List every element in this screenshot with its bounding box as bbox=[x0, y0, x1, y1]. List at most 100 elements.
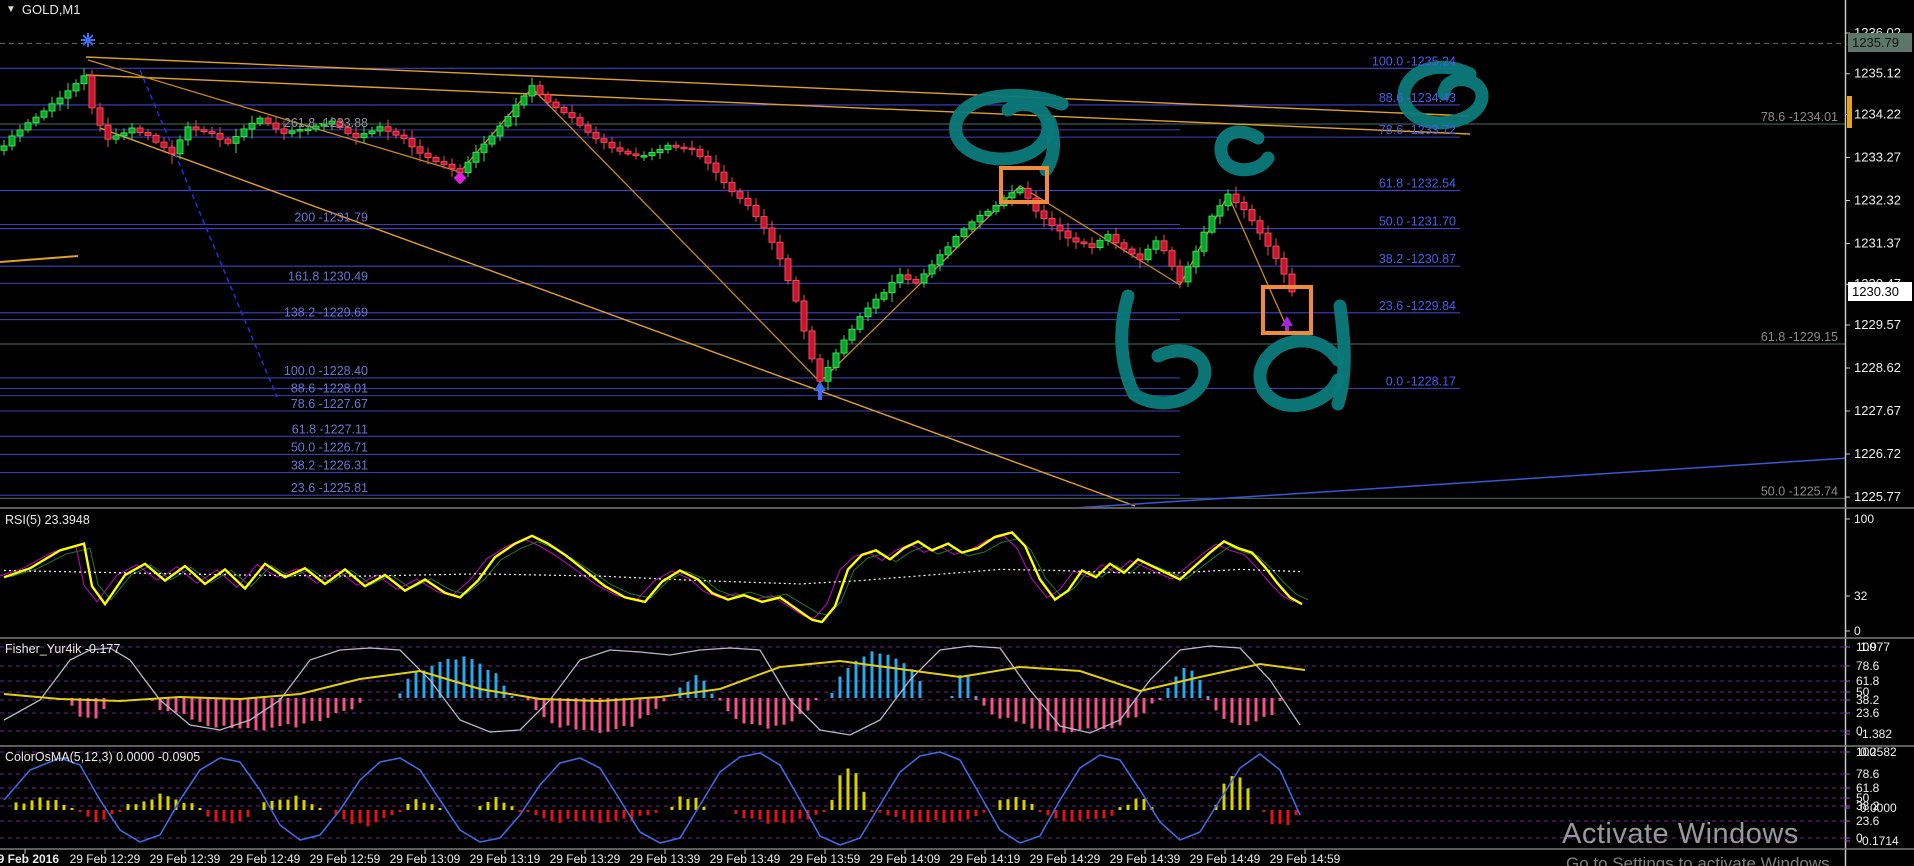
time-axis-label: 29 Feb 13:59 bbox=[790, 852, 861, 866]
time-axis-label: 29 Feb 12:29 bbox=[70, 852, 141, 866]
arrow-up-marker-icon bbox=[814, 381, 826, 400]
activate-windows-subtext: Go to Settings to activate Windows bbox=[1566, 854, 1830, 866]
fib-level-label: 78.6 -1227.67 bbox=[291, 397, 368, 411]
rsi-indicator-label: RSI(5) 23.3948 bbox=[5, 513, 90, 527]
time-axis-label: 29 Feb 12:39 bbox=[150, 852, 221, 866]
teal-scribble bbox=[1397, 60, 1489, 130]
fib-level-label: 38.2 -1226.31 bbox=[291, 459, 368, 473]
svg-text:50: 50 bbox=[1856, 685, 1870, 699]
svg-text:-1.382: -1.382 bbox=[1858, 727, 1892, 741]
price-axis-label: 1233.27 bbox=[1854, 149, 1901, 164]
svg-text:0: 0 bbox=[1854, 624, 1861, 638]
osma-indicator-label: ColorOsMA(5,12,3) 0.0000 -0.0905 bbox=[5, 750, 201, 764]
fib-level-label: 38.2 -1230.87 bbox=[1379, 252, 1456, 266]
price-axis-label: 1232.32 bbox=[1854, 192, 1901, 207]
teal-scribble bbox=[1214, 125, 1275, 177]
fib-level-label: 100.0 -1235.24 bbox=[1372, 54, 1456, 68]
fib-level-label: 261.8 -1233.88 bbox=[284, 116, 368, 130]
teal-scribble bbox=[949, 88, 1069, 166]
fib-level-label: 88.6 -1228.01 bbox=[291, 382, 368, 396]
fib-level-label: 100.0 -1228.40 bbox=[284, 364, 368, 378]
svg-text:61.8: 61.8 bbox=[1856, 781, 1880, 795]
svg-text:78.6: 78.6 bbox=[1856, 767, 1880, 781]
fisher-panel bbox=[0, 645, 1845, 736]
time-axis-label: 29 Feb 13:49 bbox=[710, 852, 781, 866]
time-axis-label: 29 Feb 14:39 bbox=[1110, 852, 1181, 866]
symbol-title: ▼ GOLD,M1 bbox=[6, 2, 80, 17]
teal-scribble bbox=[1115, 289, 1212, 410]
teal-scribble bbox=[1253, 334, 1345, 412]
main-price-panel bbox=[0, 42, 1845, 507]
fib-level-label: 161.8 1230.49 bbox=[288, 269, 368, 283]
time-axis-label: 29 Feb 14:59 bbox=[1270, 852, 1341, 866]
svg-text:0: 0 bbox=[1856, 724, 1863, 738]
svg-text:78.6 -1234.01: 78.6 -1234.01 bbox=[1761, 110, 1838, 124]
teal-annotations bbox=[949, 60, 1489, 412]
price-axis-label: 1228.62 bbox=[1854, 360, 1901, 375]
price-axis-label: 1225.77 bbox=[1854, 489, 1901, 504]
svg-text:32: 32 bbox=[1854, 589, 1868, 603]
fib-level-label: 138.2 -1229.69 bbox=[284, 306, 368, 320]
price-axis-label: 1234.22 bbox=[1854, 106, 1901, 121]
price-axis: 1236.021235.121234.221233.271232.321231.… bbox=[1844, 0, 1901, 866]
fib-level-label: 23.6 -1225.81 bbox=[291, 481, 368, 495]
time-axis-label: 29 Feb 12:49 bbox=[230, 852, 301, 866]
time-axis-label: 29 Feb 13:29 bbox=[550, 852, 621, 866]
fib-level-label: 0.0 -1228.17 bbox=[1386, 374, 1456, 388]
time-axis: 29 Feb 2016 29 Feb 12:29 29 Feb 12:39 29 Fe… bbox=[0, 849, 1341, 866]
svg-text:78.6: 78.6 bbox=[1856, 659, 1880, 673]
fib-level-label: 61.8 -1227.11 bbox=[292, 422, 368, 436]
highlight-box bbox=[1261, 285, 1313, 335]
svg-text:23.6: 23.6 bbox=[1856, 814, 1880, 828]
fib-level-label: 78.6 -1233.72 bbox=[1379, 123, 1456, 137]
price-axis-label: 1226.72 bbox=[1854, 446, 1901, 461]
time-axis-label: 29 Feb 2016 bbox=[0, 852, 59, 866]
svg-text:100: 100 bbox=[1856, 640, 1876, 654]
svg-text:61.8 -1229.15: 61.8 -1229.15 bbox=[1761, 330, 1838, 344]
svg-text:-0.1714: -0.1714 bbox=[1858, 834, 1899, 848]
fib-labels: 100.0 -1235.24 88.6 -1234.43 78.6 -1233.72… bbox=[284, 54, 1838, 498]
teal-scribble bbox=[1331, 299, 1351, 411]
fib-level-label: 50.0 -1226.71 bbox=[291, 440, 368, 454]
svg-text:0: 0 bbox=[1856, 831, 1863, 845]
svg-text:0.2582: 0.2582 bbox=[1860, 745, 1897, 759]
time-axis-label: 29 Feb 13:19 bbox=[470, 852, 541, 866]
activate-windows-watermark: Activate Windows bbox=[1562, 818, 1799, 850]
svg-text:38.2: 38.2 bbox=[1856, 693, 1880, 707]
time-axis-label: 29 Feb 12:59 bbox=[310, 852, 381, 866]
svg-text:0.0000: 0.0000 bbox=[1860, 801, 1897, 815]
arrow-up-marker-icon bbox=[1281, 316, 1293, 335]
current-price-tag: 1230.30 bbox=[1848, 282, 1912, 301]
svg-text:50.0 -1225.74: 50.0 -1225.74 bbox=[1761, 484, 1838, 498]
symbol-label: GOLD,M1 bbox=[21, 2, 81, 17]
time-axis-label: 29 Feb 14:29 bbox=[1030, 852, 1101, 866]
svg-text:100: 100 bbox=[1856, 745, 1876, 759]
candles bbox=[0, 68, 1296, 391]
fib-level-label: 50.0 -1231.70 bbox=[1379, 215, 1456, 229]
svg-text:50: 50 bbox=[1856, 791, 1870, 805]
fib-level-label: 23.6 -1229.84 bbox=[1379, 299, 1456, 313]
time-axis-label: 29 Feb 13:39 bbox=[630, 852, 701, 866]
chart-markers bbox=[81, 33, 1293, 400]
fisher-indicator-label: Fisher_Yur4ik -0.177 bbox=[5, 642, 121, 656]
price-axis-label: 1227.67 bbox=[1854, 403, 1901, 418]
rsi-panel bbox=[0, 531, 1309, 624]
price-axis-label: 1229.57 bbox=[1854, 317, 1901, 332]
bid-price-tag: 1235.79 bbox=[1848, 33, 1912, 52]
collapse-triangle-icon[interactable]: ▼ bbox=[6, 4, 16, 15]
highlight-box bbox=[999, 166, 1049, 204]
osma-panel bbox=[0, 751, 1845, 846]
svg-text:38.2: 38.2 bbox=[1856, 799, 1880, 813]
fib-level-label: 61.8 -1232.54 bbox=[1379, 177, 1456, 191]
fib-level-label: 200 -1231.79 bbox=[294, 210, 368, 224]
highlight-boxes bbox=[999, 166, 1313, 335]
time-axis-label: 29 Feb 14:09 bbox=[870, 852, 941, 866]
time-axis-label: 29 Feb 13:09 bbox=[390, 852, 461, 866]
fib-level-label: 88.6 -1234.43 bbox=[1379, 91, 1456, 105]
time-axis-label: 29 Feb 14:49 bbox=[1190, 852, 1261, 866]
svg-text:23.6: 23.6 bbox=[1856, 706, 1880, 720]
svg-text:1.977: 1.977 bbox=[1860, 640, 1890, 654]
diamond-marker-icon bbox=[453, 171, 467, 185]
